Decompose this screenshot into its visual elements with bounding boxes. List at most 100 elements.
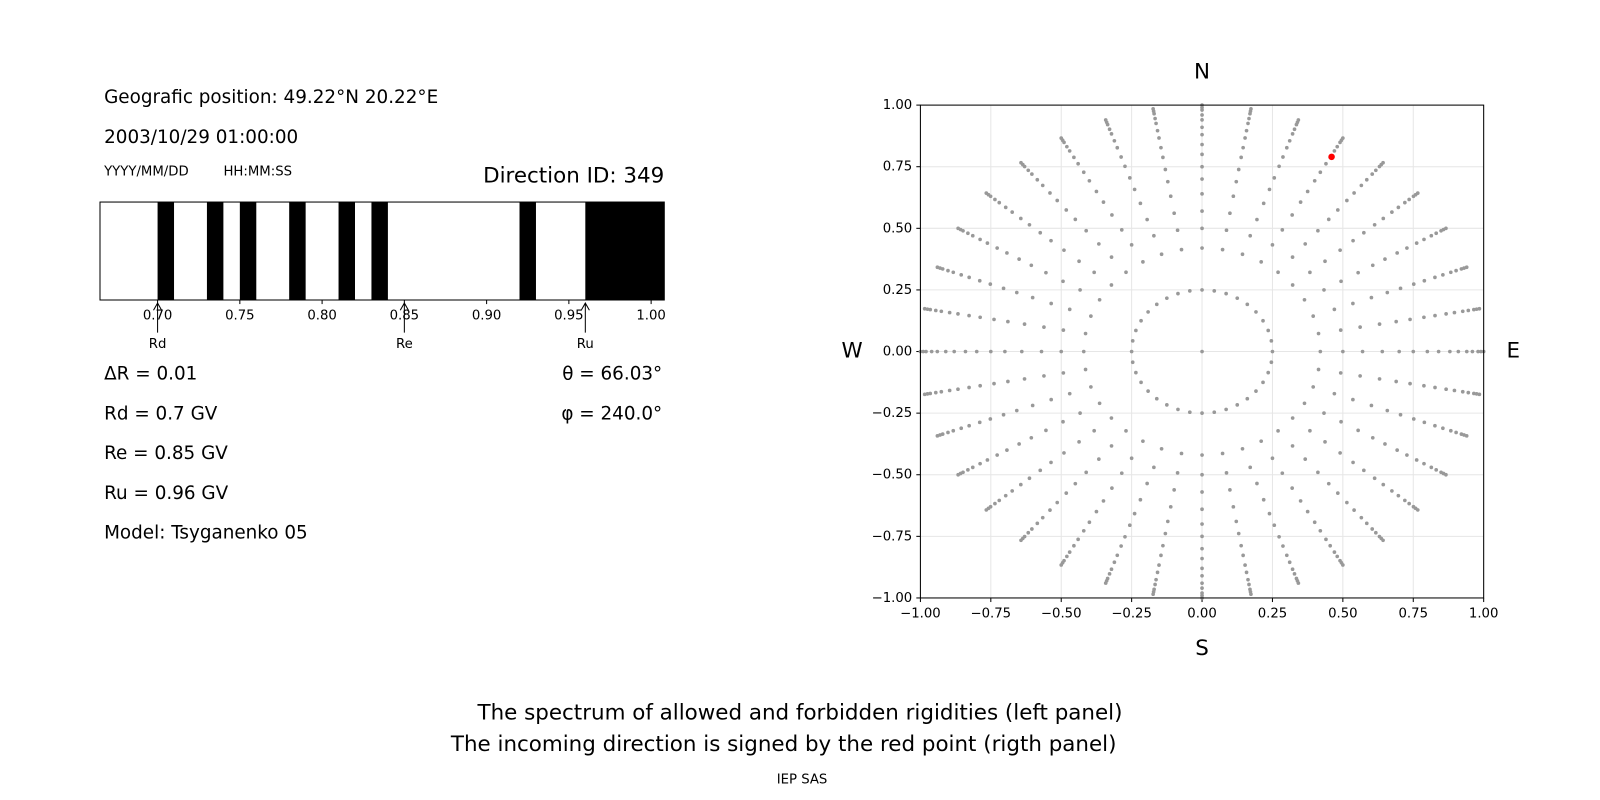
point [1127,176,1132,180]
point [1001,412,1006,417]
point [1397,349,1402,354]
point [1200,246,1204,250]
point [1358,325,1362,329]
point [1381,538,1385,543]
point [1364,177,1369,182]
point [1220,451,1225,456]
point [1429,465,1434,470]
point [1351,460,1355,465]
point [1123,534,1127,539]
point [1200,164,1204,169]
point [1405,246,1409,250]
point [1441,272,1445,277]
y-tick-label: 0.50 [883,221,913,236]
point [1224,291,1228,296]
x-tick-label: −0.25 [1111,606,1152,621]
point [1029,435,1034,440]
point [1124,428,1128,433]
point [1302,401,1307,406]
point [1107,127,1112,132]
point [1385,290,1390,295]
point [1073,481,1078,486]
compass-label: N [1194,59,1210,84]
point [1292,571,1297,576]
point [947,388,952,393]
point [1083,331,1088,336]
point [1425,349,1430,354]
point [1228,211,1232,216]
point [1444,387,1448,392]
point [1059,349,1064,354]
point [1200,573,1204,578]
point [1272,176,1277,180]
point [1109,444,1114,448]
point [978,315,982,320]
point [1049,238,1053,243]
point [1290,486,1294,490]
point [1055,198,1060,203]
point [1298,499,1303,503]
point [1326,217,1331,222]
credit: IEP SAS [777,773,828,788]
point [1341,563,1345,567]
point [1087,520,1092,525]
point [1038,230,1043,235]
point [984,508,989,512]
point [1200,118,1204,122]
point [1176,407,1180,412]
point [1245,302,1250,307]
x-tick-label: 1.00 [1469,606,1499,621]
point [1255,481,1259,486]
point [1200,142,1204,147]
point [1255,217,1259,222]
point [1200,152,1204,157]
point [1452,388,1457,393]
point [1326,481,1331,486]
x-tick-label: −0.75 [971,606,1012,621]
point [1267,511,1272,516]
point [1200,209,1204,213]
point [992,381,996,386]
point [1335,554,1340,559]
point [1454,430,1458,435]
point [1097,401,1102,406]
point [1005,448,1009,452]
point [1407,501,1411,506]
point [1403,200,1407,205]
parameter: Re = 0.85 GV [104,443,228,464]
point [1139,318,1143,323]
point [1018,216,1023,221]
point [1146,389,1150,393]
point [1134,370,1138,375]
point [1030,172,1034,176]
point [1061,371,1066,375]
marker-arrow [153,302,163,333]
point [1434,231,1439,236]
point [1429,233,1434,238]
point [1338,371,1343,375]
point [1165,403,1169,407]
point [1030,403,1035,408]
point [1039,349,1044,354]
point [1414,241,1419,245]
highlight-point [1328,153,1335,161]
position: Geografic position: 49.22°N 20.22°E [104,87,438,108]
point [1335,208,1340,212]
point [1019,349,1024,354]
point [1089,314,1093,318]
point [1044,428,1048,433]
point [1356,270,1360,275]
point [1077,439,1081,444]
point [1341,349,1345,354]
forbidden-band [289,202,306,300]
point [1168,505,1173,509]
point [1403,498,1407,503]
point [1370,527,1375,531]
point [1103,581,1108,585]
point [1003,349,1007,354]
point [1316,367,1321,372]
point [1092,428,1097,433]
point [1094,509,1099,514]
point [974,349,979,354]
